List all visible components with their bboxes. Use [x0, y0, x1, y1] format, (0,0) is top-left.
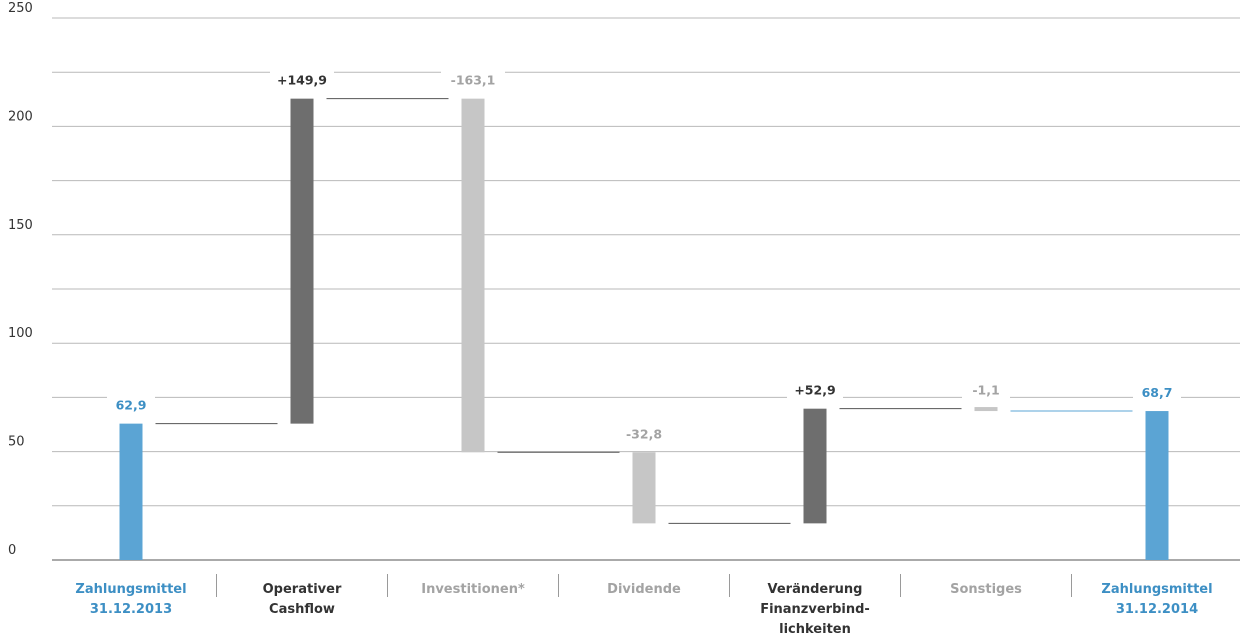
connector-lines — [155, 98, 1133, 524]
category-label: lichkeiten — [779, 622, 851, 637]
category-label: Dividende — [607, 582, 681, 597]
gridlines — [52, 17, 1240, 561]
category-label: Operativer — [263, 582, 342, 597]
value-label: +149,9 — [277, 73, 327, 88]
category-label: Sonstiges — [950, 582, 1022, 597]
category-label: Veränderung — [768, 582, 863, 597]
value-label: -32,8 — [626, 426, 662, 441]
bar — [461, 98, 485, 453]
value-labels: 62,9 +149,9 -163,1 -32,8 +52,9 -1,1 68,7 — [107, 70, 1181, 443]
value-label: -1,1 — [972, 383, 999, 398]
y-tick-label: 50 — [8, 435, 25, 450]
value-label: +52,9 — [794, 383, 835, 398]
y-tick-label: 200 — [8, 109, 33, 124]
category-label: Zahlungsmittel — [1101, 582, 1212, 597]
value-label-bg — [270, 70, 334, 89]
bar — [803, 408, 827, 524]
y-tick-label: 250 — [8, 1, 33, 16]
bar — [974, 407, 998, 412]
bar — [1145, 411, 1169, 560]
value-label: 62,9 — [116, 398, 147, 413]
bar — [632, 452, 656, 524]
value-label-bg — [107, 395, 155, 414]
bar — [119, 423, 143, 560]
category-label: 31.12.2014 — [1116, 602, 1198, 617]
y-tick-label: 100 — [8, 326, 33, 341]
value-label-bg — [787, 380, 843, 399]
value-label-bg — [616, 424, 672, 443]
category-labels: Zahlungsmittel 31.12.2013 Operativer Cashfl… — [75, 574, 1213, 637]
value-label: 68,7 — [1142, 385, 1173, 400]
y-axis-ticks: 0 50 100 150 200 250 — [8, 1, 33, 558]
category-label: Investitionen* — [421, 582, 525, 597]
category-label: Cashflow — [269, 602, 335, 617]
value-label-bg — [1133, 383, 1181, 402]
category-label: 31.12.2013 — [90, 602, 172, 617]
value-label-bg — [441, 70, 505, 89]
value-label-bg — [962, 380, 1010, 399]
y-tick-label: 0 — [8, 543, 16, 558]
bars — [119, 98, 1169, 560]
category-label: Finanzverbind- — [760, 602, 870, 617]
value-label: -163,1 — [451, 73, 496, 88]
bar — [290, 98, 314, 424]
y-tick-label: 150 — [8, 218, 33, 233]
category-label: Zahlungsmittel — [75, 582, 186, 597]
